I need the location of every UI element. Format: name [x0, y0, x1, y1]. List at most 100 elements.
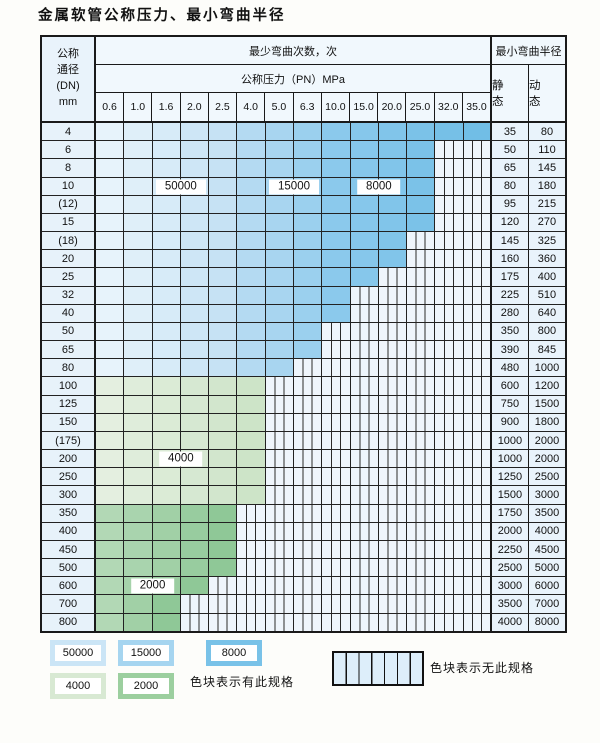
static-radius-cell: 1000 [491, 431, 529, 450]
pressure-cell [435, 450, 464, 468]
pressure-cell [322, 540, 351, 559]
pressure-cell [209, 304, 238, 322]
pressure-cell [322, 468, 351, 486]
dynamic-radius-cell: 1200 [528, 377, 565, 395]
pressure-cell [322, 213, 351, 232]
pressure-cell [124, 504, 153, 522]
pressure-cell [322, 395, 351, 413]
pressure-col-header: 35.0 [466, 101, 487, 113]
pressure-cell [293, 522, 323, 540]
static-radius-cell: 3000 [491, 577, 529, 595]
pressure-cell [322, 304, 351, 322]
dn-cell: 32 [42, 286, 96, 304]
pressure-cell [209, 123, 238, 141]
pressure-cell [152, 341, 181, 359]
pressure-cell [152, 377, 181, 395]
pressure-cell [378, 213, 408, 232]
pressure-col-header: 2.5 [209, 93, 238, 121]
pressure-cell [350, 486, 379, 504]
pressure-cell [180, 268, 210, 286]
pressure-cell [322, 559, 351, 577]
pressure-cell [322, 595, 351, 613]
pressure-header: 公称压力（PN）MPa [96, 65, 490, 93]
pressure-cell [350, 559, 379, 577]
table-row: 4 35 80 [42, 123, 565, 142]
dn-cell: 40 [42, 304, 96, 322]
pressure-cell [463, 395, 492, 413]
pressure-cell [378, 450, 408, 468]
pressure-cell [378, 359, 408, 377]
pressure-cell [435, 232, 464, 250]
pressure-cell [209, 141, 238, 159]
pressure-cell [407, 577, 436, 595]
pressure-cell [180, 359, 210, 377]
dynamic-radius-cell: 110 [528, 141, 565, 159]
pressure-cell [124, 195, 153, 213]
pressure-cell [152, 250, 181, 268]
pressure-cell [237, 268, 266, 286]
static-radius-cell: 1750 [491, 504, 529, 522]
pressure-cell [435, 159, 464, 177]
pressure-cell [378, 195, 408, 213]
dn-header-line: 公称 [57, 48, 79, 61]
pressure-cell [378, 377, 408, 395]
pressure-cell [124, 540, 153, 559]
pressure-cell [152, 486, 181, 504]
static-radius-cell: 4000 [491, 613, 529, 631]
pressure-cell [378, 268, 408, 286]
bend-times-header: 最少弯曲次数，次 [96, 37, 490, 65]
pressure-cell [265, 286, 294, 304]
pressure-cell [322, 377, 351, 395]
pressure-cell [463, 123, 492, 141]
pressure-col-headers: 0.6 1.0 1.6 2.0 2.5 4.0 5.0 6.3 10.0 15.0 20.0 25.0… [96, 93, 490, 121]
pressure-cell [407, 540, 436, 559]
pressure-cell [209, 177, 238, 195]
legend-swatch: 15000 [118, 640, 174, 666]
pressure-cell [180, 195, 210, 213]
pressure-cell [293, 304, 323, 322]
pressure-cell [152, 413, 181, 431]
pressure-cell [152, 268, 181, 286]
pressure-cell [265, 322, 294, 341]
pressure-cell [209, 359, 238, 377]
pressure-cell [435, 322, 464, 341]
static-radius-cell: 1500 [491, 486, 529, 504]
dn-cell: 8 [42, 159, 96, 177]
pressure-cell [293, 250, 323, 268]
pressure-cell [96, 250, 125, 268]
pressure-cell [463, 413, 492, 431]
pressure-cell [96, 304, 125, 322]
legend-swatch: 2000 [118, 673, 174, 699]
pressure-cell [350, 468, 379, 486]
pressure-cell [237, 341, 266, 359]
pressure-cell [322, 322, 351, 341]
pressure-cell [152, 540, 181, 559]
table-row: 350 1750 3500 [42, 504, 565, 523]
cycle-count-label: 4000 [159, 451, 203, 467]
dynamic-radius-cell: 80 [528, 123, 565, 141]
pressure-cell [265, 341, 294, 359]
dn-cell: 10 [42, 177, 96, 195]
pressure-cell [180, 322, 210, 341]
pressure-cell [350, 540, 379, 559]
dynamic-radius-cell: 145 [528, 159, 565, 177]
pressure-cell [124, 395, 153, 413]
pressure-cell [435, 540, 464, 559]
pressure-cell [152, 522, 181, 540]
pressure-col-header: 32.0 [435, 93, 463, 121]
static-radius-cell: 280 [491, 304, 529, 322]
table-row: 40 280 640 [42, 304, 565, 323]
pressure-cell [96, 123, 125, 141]
pressure-cell [265, 577, 294, 595]
pressure-cell [407, 359, 436, 377]
bend-times-header-group: 最少弯曲次数，次 公称压力（PN）MPa 0.6 1.0 1.6 2.0 2.5 4.0 5… [96, 37, 492, 121]
pressure-cell [265, 431, 294, 450]
pressure-cell [124, 286, 153, 304]
static-radius-cell: 50 [491, 141, 529, 159]
pressure-cell [209, 213, 238, 232]
pressure-cell [322, 504, 351, 522]
pressure-cell [124, 468, 153, 486]
pressure-cell [463, 177, 492, 195]
pressure-cell [435, 468, 464, 486]
pressure-cell [435, 504, 464, 522]
